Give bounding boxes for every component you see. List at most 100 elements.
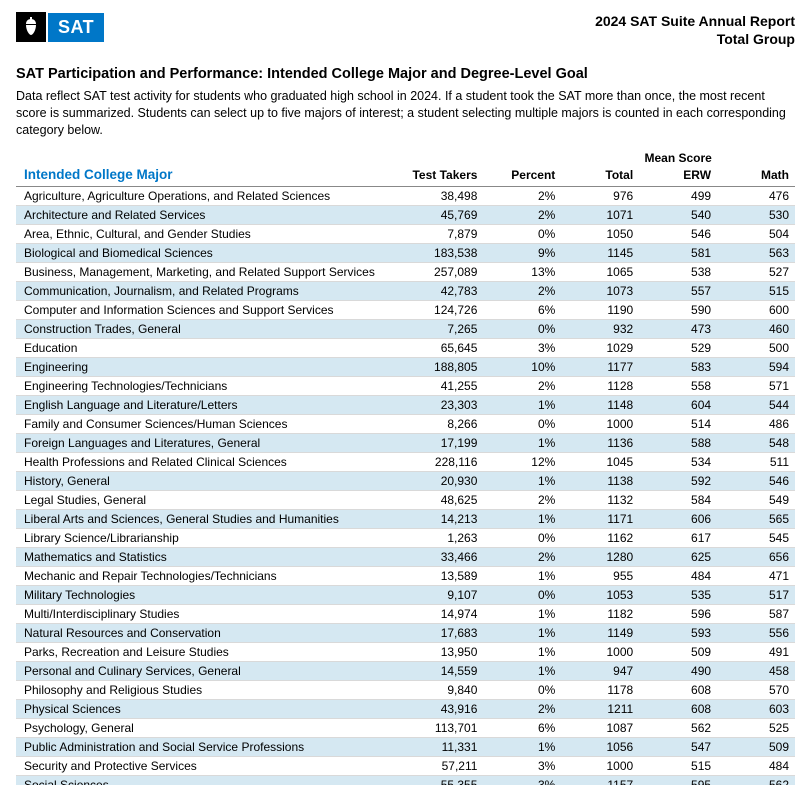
cell-math: 509 xyxy=(717,738,795,757)
cell-math: 600 xyxy=(717,301,795,320)
cell-math: 500 xyxy=(717,339,795,358)
cell-major: Military Technologies xyxy=(16,586,406,605)
cell-takers: 14,213 xyxy=(406,510,484,529)
cell-erw: 592 xyxy=(639,472,717,491)
cell-major: Philosophy and Religious Studies xyxy=(16,681,406,700)
cell-percent: 1% xyxy=(483,434,561,453)
cell-total: 1087 xyxy=(561,719,639,738)
report-title-line2: Total Group xyxy=(595,30,795,48)
cell-total: 1053 xyxy=(561,586,639,605)
sat-badge: SAT xyxy=(48,13,104,42)
cell-major: English Language and Literature/Letters xyxy=(16,396,406,415)
table-row: Psychology, General113,7016%1087562525 xyxy=(16,719,795,738)
cell-total: 1000 xyxy=(561,643,639,662)
cell-total: 1128 xyxy=(561,377,639,396)
table-row: Mechanic and Repair Technologies/Technic… xyxy=(16,567,795,586)
cell-total: 1190 xyxy=(561,301,639,320)
cell-major: History, General xyxy=(16,472,406,491)
cell-takers: 42,783 xyxy=(406,282,484,301)
cell-erw: 484 xyxy=(639,567,717,586)
cell-erw: 540 xyxy=(639,206,717,225)
cell-major: Physical Sciences xyxy=(16,700,406,719)
cell-takers: 9,840 xyxy=(406,681,484,700)
table-row: Philosophy and Religious Studies9,8400%1… xyxy=(16,681,795,700)
logo: SAT xyxy=(16,12,104,42)
cell-major: Library Science/Librarianship xyxy=(16,529,406,548)
cell-percent: 1% xyxy=(483,567,561,586)
table-row: Mathematics and Statistics33,4662%128062… xyxy=(16,548,795,567)
cell-major: Foreign Languages and Literatures, Gener… xyxy=(16,434,406,453)
cell-total: 1045 xyxy=(561,453,639,472)
cell-major: Area, Ethnic, Cultural, and Gender Studi… xyxy=(16,225,406,244)
cell-math: 511 xyxy=(717,453,795,472)
table-row: Engineering Technologies/Technicians41,2… xyxy=(16,377,795,396)
cell-takers: 11,331 xyxy=(406,738,484,757)
table-row: Multi/Interdisciplinary Studies14,9741%1… xyxy=(16,605,795,624)
cell-math: 525 xyxy=(717,719,795,738)
col-takers: Test Takers xyxy=(406,165,484,187)
cell-erw: 473 xyxy=(639,320,717,339)
cell-math: 530 xyxy=(717,206,795,225)
cell-total: 976 xyxy=(561,187,639,206)
cell-total: 1132 xyxy=(561,491,639,510)
cell-erw: 490 xyxy=(639,662,717,681)
cell-total: 1162 xyxy=(561,529,639,548)
cell-major: Agriculture, Agriculture Operations, and… xyxy=(16,187,406,206)
cell-takers: 7,879 xyxy=(406,225,484,244)
table-row: Personal and Culinary Services, General1… xyxy=(16,662,795,681)
cell-math: 571 xyxy=(717,377,795,396)
cell-math: 656 xyxy=(717,548,795,567)
cell-percent: 6% xyxy=(483,719,561,738)
cell-total: 947 xyxy=(561,662,639,681)
cell-percent: 1% xyxy=(483,510,561,529)
cell-math: 491 xyxy=(717,643,795,662)
cell-total: 1171 xyxy=(561,510,639,529)
cell-erw: 534 xyxy=(639,453,717,472)
table-row: Public Administration and Social Service… xyxy=(16,738,795,757)
cell-erw: 558 xyxy=(639,377,717,396)
cell-takers: 41,255 xyxy=(406,377,484,396)
table-row: Area, Ethnic, Cultural, and Gender Studi… xyxy=(16,225,795,244)
majors-table: Mean Score Intended College Major Test T… xyxy=(16,149,795,785)
cell-takers: 33,466 xyxy=(406,548,484,567)
cell-major: Public Administration and Social Service… xyxy=(16,738,406,757)
cell-percent: 1% xyxy=(483,624,561,643)
table-row: Computer and Information Sciences and Su… xyxy=(16,301,795,320)
intro-text: Data reflect SAT test activity for stude… xyxy=(16,88,795,139)
cell-math: 587 xyxy=(717,605,795,624)
cell-total: 1149 xyxy=(561,624,639,643)
table-row: Health Professions and Related Clinical … xyxy=(16,453,795,472)
table-row: Legal Studies, General48,6252%1132584549 xyxy=(16,491,795,510)
cell-percent: 0% xyxy=(483,586,561,605)
table-row: Biological and Biomedical Sciences183,53… xyxy=(16,244,795,263)
page-header: SAT 2024 SAT Suite Annual Report Total G… xyxy=(16,12,795,48)
report-title-line1: 2024 SAT Suite Annual Report xyxy=(595,12,795,30)
cell-takers: 20,930 xyxy=(406,472,484,491)
cell-takers: 188,805 xyxy=(406,358,484,377)
cell-total: 1157 xyxy=(561,776,639,785)
cell-major: Mechanic and Repair Technologies/Technic… xyxy=(16,567,406,586)
cell-major: Personal and Culinary Services, General xyxy=(16,662,406,681)
cell-erw: 606 xyxy=(639,510,717,529)
cell-major: Business, Management, Marketing, and Rel… xyxy=(16,263,406,282)
cell-percent: 2% xyxy=(483,491,561,510)
cell-math: 570 xyxy=(717,681,795,700)
cell-math: 565 xyxy=(717,510,795,529)
cell-percent: 3% xyxy=(483,339,561,358)
section-title: SAT Participation and Performance: Inten… xyxy=(16,66,795,82)
cell-math: 527 xyxy=(717,263,795,282)
cell-total: 1178 xyxy=(561,681,639,700)
cell-takers: 43,916 xyxy=(406,700,484,719)
cell-total: 1177 xyxy=(561,358,639,377)
cell-erw: 596 xyxy=(639,605,717,624)
cell-major: Legal Studies, General xyxy=(16,491,406,510)
cell-percent: 2% xyxy=(483,700,561,719)
table-row: Physical Sciences43,9162%1211608603 xyxy=(16,700,795,719)
col-erw: ERW xyxy=(639,165,717,187)
table-row: Social Sciences55,3553%1157595562 xyxy=(16,776,795,785)
cell-erw: 557 xyxy=(639,282,717,301)
cell-percent: 2% xyxy=(483,548,561,567)
cell-percent: 1% xyxy=(483,738,561,757)
cell-erw: 547 xyxy=(639,738,717,757)
cell-takers: 124,726 xyxy=(406,301,484,320)
